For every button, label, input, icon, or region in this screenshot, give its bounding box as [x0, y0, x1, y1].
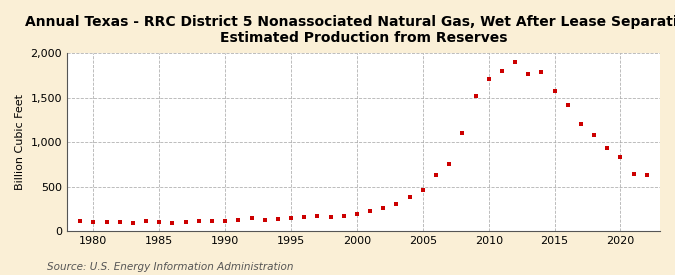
Point — [88, 220, 99, 224]
Point — [431, 173, 441, 177]
Point — [483, 77, 494, 81]
Point — [167, 221, 178, 225]
Point — [549, 89, 560, 93]
Point — [259, 218, 270, 222]
Point — [312, 214, 323, 218]
Point — [628, 171, 639, 176]
Point — [273, 217, 284, 221]
Title: Annual Texas - RRC District 5 Nonassociated Natural Gas, Wet After Lease Separat: Annual Texas - RRC District 5 Nonassocia… — [25, 15, 675, 45]
Point — [602, 146, 613, 150]
Point — [589, 133, 599, 138]
Point — [286, 216, 296, 221]
Point — [140, 219, 151, 223]
Point — [325, 214, 336, 219]
Point — [233, 218, 244, 222]
Point — [404, 194, 415, 199]
Point — [641, 173, 652, 177]
Point — [114, 220, 125, 224]
Point — [391, 202, 402, 206]
Y-axis label: Billion Cubic Feet: Billion Cubic Feet — [15, 94, 25, 190]
Point — [443, 161, 454, 166]
Point — [457, 131, 468, 136]
Point — [417, 188, 428, 192]
Point — [510, 60, 520, 64]
Point — [536, 70, 547, 74]
Point — [352, 212, 362, 216]
Text: Source: U.S. Energy Information Administration: Source: U.S. Energy Information Administ… — [47, 262, 294, 272]
Point — [378, 206, 389, 210]
Point — [299, 215, 310, 219]
Point — [497, 69, 508, 73]
Point — [180, 219, 191, 224]
Point — [246, 216, 257, 221]
Point — [562, 103, 573, 107]
Point — [470, 94, 481, 98]
Point — [75, 219, 86, 223]
Point — [128, 221, 138, 225]
Point — [523, 72, 534, 76]
Point — [101, 219, 112, 224]
Point — [364, 209, 375, 213]
Point — [220, 219, 231, 223]
Point — [154, 219, 165, 224]
Point — [194, 219, 205, 223]
Point — [576, 122, 587, 126]
Point — [615, 154, 626, 159]
Point — [338, 214, 349, 218]
Point — [207, 219, 217, 223]
